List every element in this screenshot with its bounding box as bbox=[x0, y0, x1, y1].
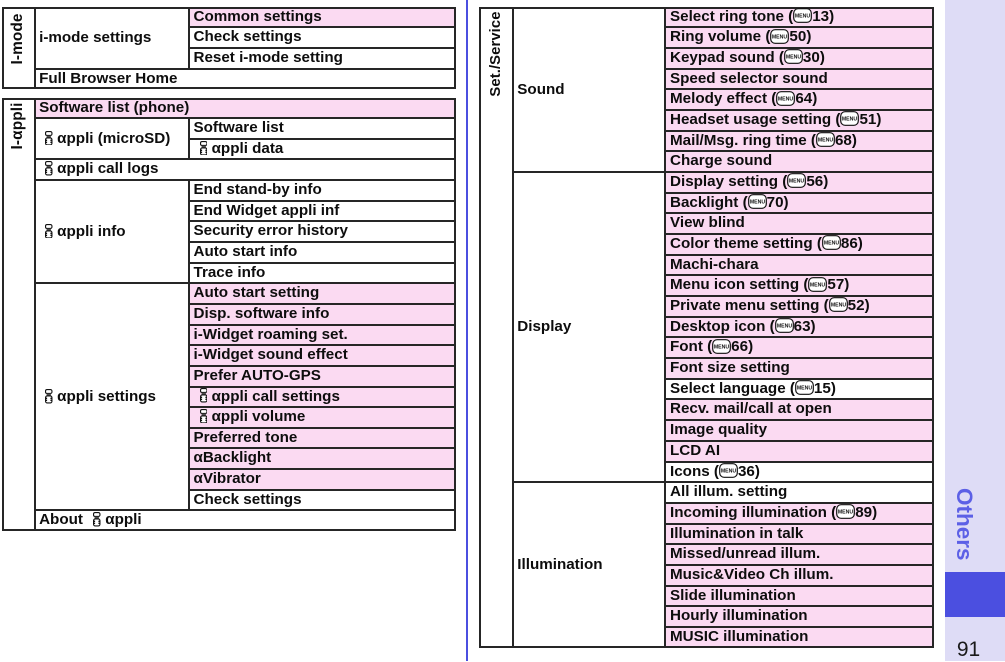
svg-text:MENU: MENU bbox=[786, 55, 802, 61]
svg-text:MENU: MENU bbox=[750, 200, 766, 206]
svg-text:MENU: MENU bbox=[818, 138, 834, 144]
svg-text:MENU: MENU bbox=[810, 282, 826, 288]
svg-text:MENU: MENU bbox=[778, 96, 794, 102]
svg-text:MENU: MENU bbox=[789, 179, 805, 185]
svg-text:MENU: MENU bbox=[772, 34, 788, 40]
svg-text:MENU: MENU bbox=[797, 386, 813, 392]
svg-text:MENU: MENU bbox=[831, 303, 847, 309]
svg-text:MENU: MENU bbox=[824, 241, 840, 247]
svg-text:MENU: MENU bbox=[714, 344, 730, 350]
svg-text:MENU: MENU bbox=[838, 510, 854, 516]
svg-text:MENU: MENU bbox=[842, 117, 858, 123]
svg-text:MENU: MENU bbox=[777, 324, 793, 330]
svg-text:MENU: MENU bbox=[795, 14, 811, 20]
svg-text:MENU: MENU bbox=[721, 469, 737, 475]
